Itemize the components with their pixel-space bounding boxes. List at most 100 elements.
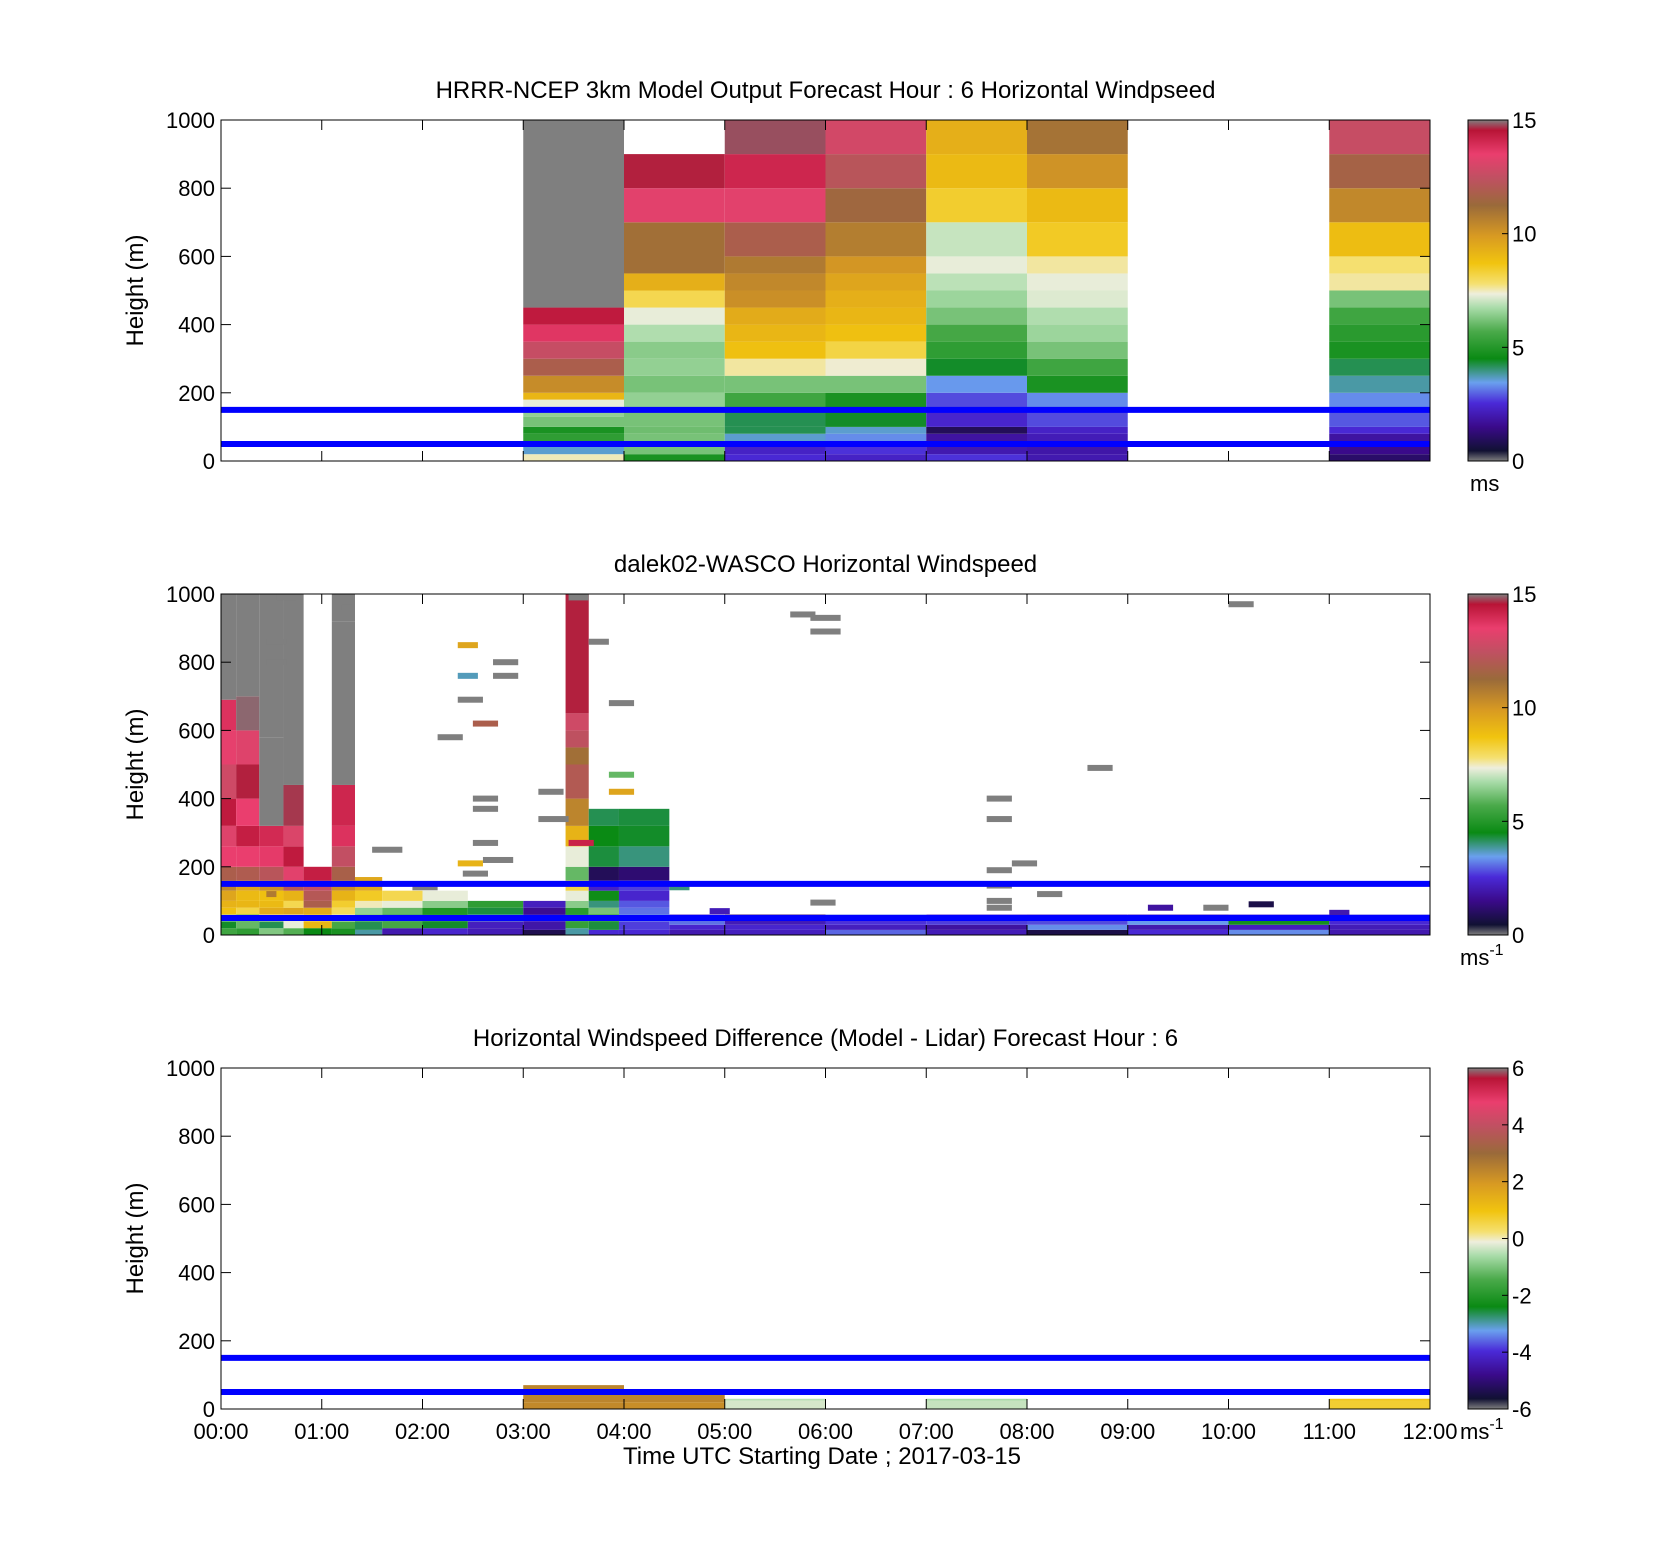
heatmap-cell	[724, 222, 826, 257]
heatmap-cell	[236, 890, 260, 901]
heatmap-cell	[236, 696, 260, 731]
colorbar-tick-label: 4	[1512, 1113, 1524, 1138]
plot-area	[221, 594, 1430, 935]
heatmap-cell	[618, 866, 670, 881]
heatmap-cell	[1027, 120, 1128, 155]
y-tick-label: 400	[178, 787, 215, 812]
heatmap-cell	[331, 825, 355, 847]
heatmap-cell	[825, 188, 927, 223]
heatmap-cell	[565, 730, 589, 748]
heatmap-cell	[523, 921, 566, 930]
heatmap-cell	[1027, 222, 1128, 257]
colorbar-unit: ms	[1470, 471, 1499, 496]
heatmap-cell	[825, 120, 927, 155]
heatmap-cell	[724, 1400, 826, 1409]
heatmap-cell	[926, 929, 1027, 935]
heatmap-cell	[724, 341, 826, 359]
heatmap-cell	[926, 341, 1027, 359]
heatmap-cell	[1329, 375, 1430, 393]
heatmap-cell	[588, 900, 619, 908]
heatmap-cell	[221, 890, 237, 901]
heatmap-cell	[236, 825, 260, 847]
heatmap-cell	[523, 929, 566, 935]
heatmap-cell	[588, 890, 619, 901]
y-tick-label: 200	[178, 1329, 215, 1354]
heatmap-speck	[608, 700, 635, 707]
heatmap-cell	[221, 928, 237, 935]
heatmap-cell	[565, 921, 589, 929]
heatmap-cell	[588, 846, 619, 867]
y-tick-label: 600	[178, 718, 215, 743]
heatmap-cell	[724, 409, 826, 427]
y-axis-label: Height (m)	[122, 708, 149, 820]
heatmap-cell	[926, 426, 1027, 434]
colorbar-tick-label: -2	[1512, 1283, 1532, 1308]
heatmap-cell	[618, 846, 670, 867]
heatmap-cell	[523, 324, 624, 342]
heatmap-cell	[926, 307, 1027, 325]
y-tick-label: 800	[178, 1124, 215, 1149]
heatmap-cell	[221, 594, 237, 700]
heatmap-cell	[303, 907, 332, 915]
heatmap-speck	[538, 788, 564, 795]
y-tick-label: 1000	[166, 1056, 215, 1081]
heatmap-cell	[221, 866, 237, 881]
heatmap-cell	[467, 928, 524, 935]
heatmap-cell	[724, 929, 826, 935]
heatmap-speck	[472, 805, 499, 812]
heatmap-cell	[523, 1385, 624, 1392]
heatmap-cell	[1329, 1400, 1430, 1409]
heatmap-cell	[523, 358, 624, 376]
heatmap-cell	[624, 290, 725, 308]
heatmap-cell	[1329, 426, 1430, 434]
heatmap-cell	[1329, 392, 1430, 410]
colorbar	[1467, 119, 1509, 462]
heatmap-speck	[1203, 904, 1229, 911]
heatmap-cell	[1329, 358, 1430, 376]
heatmap-cell	[382, 907, 423, 915]
heatmap-cell	[221, 730, 237, 765]
heatmap-cell	[588, 921, 619, 930]
heatmap-cell	[1329, 154, 1430, 189]
heatmap-cell	[565, 907, 589, 915]
heatmap-cell	[1329, 454, 1430, 461]
heatmap-cell	[588, 929, 619, 935]
heatmap-cell	[825, 392, 927, 410]
heatmap-cell	[259, 928, 284, 935]
heatmap-cell	[1027, 188, 1128, 223]
heatmap-cell	[236, 928, 260, 935]
heatmap-cell	[283, 825, 304, 847]
heatmap-cell	[467, 900, 524, 908]
heatmap-cell	[669, 919, 725, 925]
heatmap-cell	[926, 454, 1027, 461]
heatmap-speck	[986, 867, 1012, 874]
heatmap-cell	[1329, 929, 1430, 935]
colorbar	[1467, 1067, 1509, 1410]
heatmap-speck	[457, 642, 478, 649]
heatmap-cell	[565, 713, 589, 731]
heatmap-cell	[926, 392, 1027, 410]
heatmap-cell	[422, 907, 468, 915]
heatmap-cell	[1329, 290, 1430, 308]
heatmap-cell	[825, 426, 927, 434]
heatmap-cell	[354, 907, 383, 915]
heatmap-cell	[331, 900, 355, 908]
x-tick-label: 11:00	[1303, 1419, 1356, 1444]
heatmap-speck	[588, 638, 609, 645]
heatmap-cell	[825, 154, 927, 189]
heatmap-cell	[221, 764, 237, 799]
heatmap-cell	[422, 921, 468, 929]
heatmap-cell	[1027, 929, 1128, 935]
colorbar-tick-label: 5	[1512, 335, 1524, 360]
heatmap-cell	[926, 290, 1027, 308]
colorbar-unit-exponent: -1	[1489, 1416, 1503, 1433]
colorbar-unit: ms-1	[1460, 942, 1504, 970]
heatmap-cell	[624, 433, 725, 444]
y-tick-label: 1000	[166, 582, 215, 607]
heatmap-cell	[283, 900, 304, 908]
heatmap-cell	[523, 1391, 624, 1403]
heatmap-cell	[523, 433, 624, 444]
heatmap-cell	[382, 900, 423, 908]
heatmap-cell	[1127, 924, 1229, 930]
